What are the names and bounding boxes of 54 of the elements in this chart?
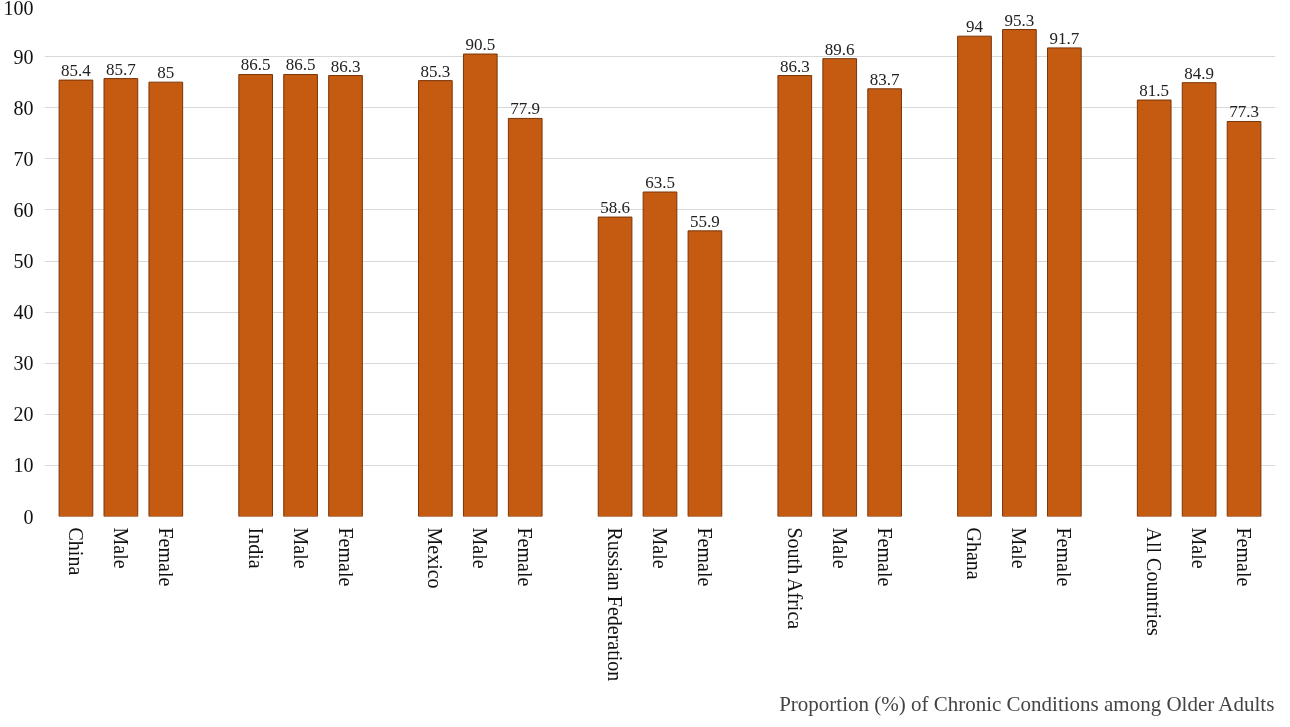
data-label: 81.5 (1139, 81, 1170, 101)
data-label: 86.5 (240, 55, 271, 75)
data-label: 85.7 (106, 59, 137, 79)
x-tick-label: Female (334, 527, 357, 587)
x-tick-label: Ghana (963, 527, 986, 580)
y-tick-label: 30 (13, 352, 34, 375)
y-tick-label: 90 (13, 45, 34, 68)
data-label: 95.3 (1004, 10, 1035, 30)
x-tick-label: Male (469, 527, 492, 569)
y-tick-label: 80 (13, 96, 34, 119)
x-tick-label: Male (1008, 527, 1031, 569)
data-label: 85 (157, 63, 175, 83)
data-label: 55.9 (690, 211, 720, 231)
y-tick-label: 0 (23, 505, 34, 528)
data-label: 77.3 (1229, 102, 1259, 122)
x-tick-label: India (244, 527, 267, 569)
data-label: 83.7 (869, 69, 901, 89)
x-tick-label: Male (109, 527, 132, 569)
x-tick-label: Mexico (424, 527, 447, 589)
x-tick-label: Female (154, 527, 177, 587)
data-label: 86.3 (330, 56, 361, 76)
y-tick-label: 10 (13, 454, 34, 477)
data-label: 85.4 (61, 61, 92, 81)
data-label: 77.9 (510, 99, 541, 119)
data-label: 94 (965, 17, 984, 37)
data-label: 90.5 (465, 35, 496, 55)
data-label: 86.5 (285, 55, 316, 75)
data-label: 58.6 (600, 198, 630, 218)
x-tick-label: Male (649, 527, 671, 569)
x-tick-label: China (64, 527, 87, 576)
x-tick-label: Male (828, 527, 851, 569)
data-label: 63.5 (645, 173, 675, 193)
data-label: 86.3 (779, 56, 810, 76)
x-tick-label: All Countries (1143, 527, 1166, 637)
y-tick-label: 40 (13, 301, 34, 324)
y-tick-label: 100 (3, 0, 34, 19)
y-tick-label: 60 (13, 198, 34, 221)
x-tick-label: Female (1053, 527, 1076, 587)
x-tick-label: Male (289, 527, 312, 569)
x-tick-label: Female (693, 527, 716, 587)
text: Proportion (%) of Chronic Conditions among Older Adults (779, 691, 1275, 716)
x-tick-label: Female (514, 527, 537, 587)
data-label: 84.9 (1184, 63, 1214, 83)
y-tick-label: 70 (13, 147, 34, 170)
x-tick-label: Female (1233, 527, 1256, 587)
y-tick-label: 50 (13, 250, 34, 272)
data-label: 91.7 (1049, 28, 1080, 48)
y-tick-label: 20 (13, 403, 34, 426)
x-tick-label: Russian Federation (604, 527, 627, 682)
data-label: 85.3 (420, 61, 451, 81)
x-tick-label: Female (873, 527, 896, 587)
x-tick-label: Male (1188, 527, 1211, 569)
data-label: 89.6 (824, 39, 855, 59)
x-tick-label: South Africa (783, 527, 806, 630)
